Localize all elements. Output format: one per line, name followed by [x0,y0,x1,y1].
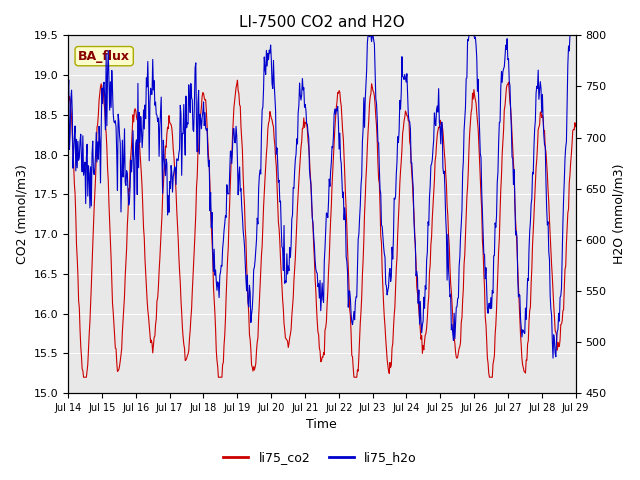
li75_h2o [177,111,185,117]
li75_co2 [80,374,88,380]
li75_co2 [572,124,579,130]
li75_co2 [399,125,407,131]
Y-axis label: H2O (mmol/m3): H2O (mmol/m3) [612,164,625,264]
Legend: li75_co2, li75_h2o: li75_co2, li75_h2o [218,446,422,469]
li75_co2 [74,255,81,261]
li75_h2o [204,152,212,157]
Line: li75_h2o: li75_h2o [68,36,575,358]
Line: li75_co2: li75_co2 [68,80,575,377]
li75_h2o [125,198,133,204]
li75_co2 [385,368,392,373]
Y-axis label: CO2 (mmol/m3): CO2 (mmol/m3) [15,164,28,264]
li75_h2o [364,33,372,38]
Title: LI-7500 CO2 and H2O: LI-7500 CO2 and H2O [239,15,404,30]
li75_h2o [549,355,557,361]
li75_h2o [74,165,81,171]
li75_h2o [399,73,406,79]
li75_h2o [572,33,579,38]
li75_co2 [234,77,241,83]
li75_h2o [64,96,72,101]
li75_co2 [64,90,72,96]
Text: BA_flux: BA_flux [78,49,130,63]
X-axis label: Time: Time [307,419,337,432]
li75_co2 [205,152,212,158]
li75_co2 [178,310,186,316]
li75_h2o [384,288,392,293]
li75_co2 [126,159,134,165]
